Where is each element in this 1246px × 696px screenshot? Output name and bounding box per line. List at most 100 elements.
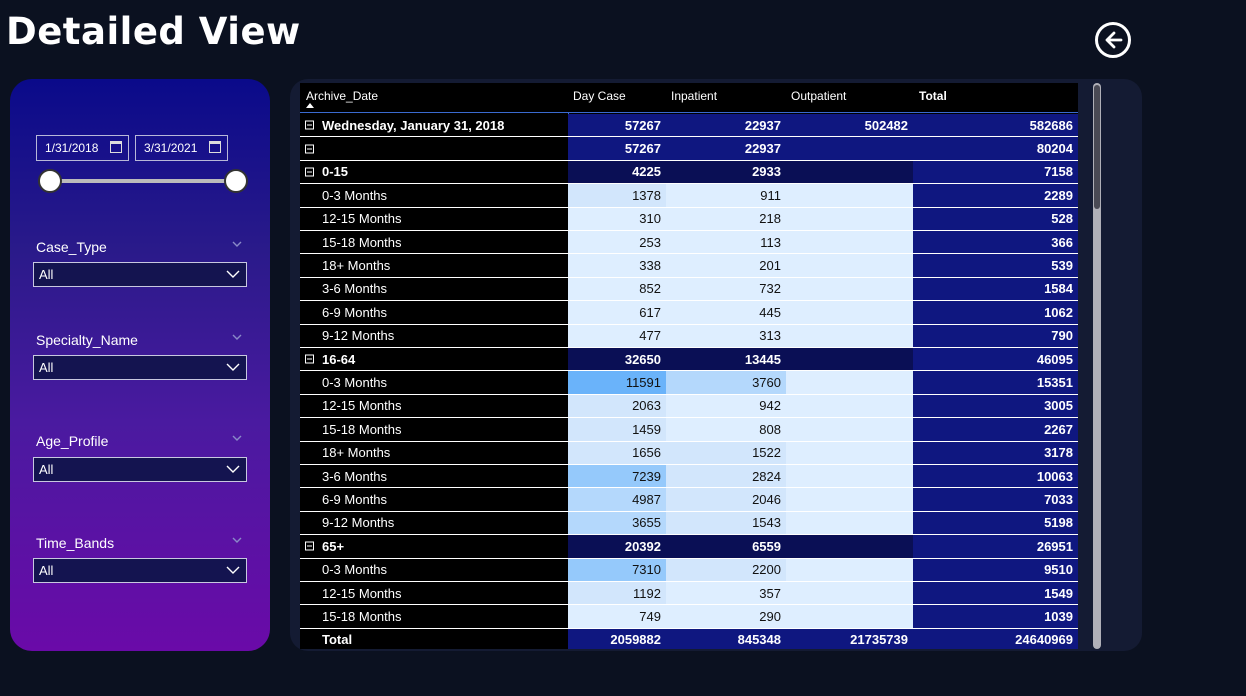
cell-in: 1522: [666, 441, 786, 464]
cell-out: [786, 535, 913, 558]
cell-day: 1378: [568, 184, 666, 207]
cell-day: 1656: [568, 441, 666, 464]
cell-total: 3178: [913, 441, 1078, 464]
specialty-name-value: All: [39, 360, 54, 375]
cell-in: 3760: [666, 371, 786, 394]
cell-day: 1192: [568, 582, 666, 605]
header-archive-date[interactable]: Archive_Date: [306, 89, 379, 103]
time-bands-dropdown[interactable]: All: [33, 558, 247, 583]
start-date-input[interactable]: 1/31/2018: [36, 135, 129, 161]
cell-total: 366: [913, 231, 1078, 254]
chevron-down-icon[interactable]: [232, 535, 242, 545]
end-date-input[interactable]: 3/31/2021: [135, 135, 228, 161]
cell-day: 253: [568, 231, 666, 254]
time-bands-value: All: [39, 563, 54, 578]
cell-total: 5198: [913, 511, 1078, 535]
table-row: 6-9 Months 617 445 1062: [300, 301, 1078, 325]
cell-out: [786, 511, 913, 535]
cell-out: 21735739: [786, 628, 913, 649]
row-label: 18+ Months: [322, 258, 391, 274]
cell-day: 57267: [568, 114, 666, 137]
cell-out: [786, 324, 913, 347]
row-label: 3-6 Months: [322, 281, 388, 297]
case-type-dropdown[interactable]: All: [33, 262, 247, 287]
collapse-icon[interactable]: [305, 144, 314, 154]
row-label: 18+ Months: [322, 445, 391, 461]
calendar-icon[interactable]: [110, 141, 122, 153]
cell-total: 1549: [913, 582, 1078, 605]
cell-total: 80204: [913, 137, 1078, 160]
row-label: 0-15: [322, 164, 349, 180]
row-label: 16-64: [322, 351, 356, 367]
cell-out: [786, 254, 913, 277]
specialty-name-dropdown[interactable]: All: [33, 355, 247, 380]
chevron-down-icon[interactable]: [232, 239, 242, 249]
row-label: 0-3 Months: [322, 375, 388, 391]
cell-out: [786, 301, 913, 324]
table-row: 15-18 Months 1459 808 2267: [300, 418, 1078, 442]
group-row: 16-64 32650 13445 46095: [300, 348, 1078, 372]
table-row: 9-12 Months 3655 1543 5198: [300, 511, 1078, 536]
collapse-icon[interactable]: [305, 541, 314, 551]
cell-out: [786, 137, 913, 160]
table-row: 12-15 Months 2063 942 3005: [300, 394, 1078, 419]
scrollbar-thumb[interactable]: [1094, 85, 1100, 209]
header-inpatient[interactable]: Inpatient: [671, 89, 718, 103]
specialty-name-label: Specialty_Name: [36, 332, 138, 348]
collapse-icon[interactable]: [305, 354, 314, 364]
header-outpatient[interactable]: Outpatient: [791, 89, 847, 103]
matrix-visual: Archive_Date Day Case Inpatient Outpatie…: [290, 79, 1142, 651]
date-slider-end-handle[interactable]: [224, 169, 248, 193]
date-slider-start-handle[interactable]: [38, 169, 62, 193]
age-profile-dropdown[interactable]: All: [33, 457, 247, 482]
row-label: 15-18 Months: [322, 421, 402, 437]
cell-day: 617: [568, 301, 666, 324]
cell-in: 732: [666, 277, 786, 301]
cell-out: [786, 558, 913, 581]
cell-out: [786, 277, 913, 301]
cell-day: 7239: [568, 465, 666, 488]
age-profile-value: All: [39, 462, 54, 477]
page-title: Detailed View: [6, 10, 301, 53]
case-type-label: Case_Type: [36, 239, 107, 255]
chevron-down-icon: [226, 566, 240, 574]
cell-total: 528: [913, 207, 1078, 230]
sort-ascending-icon[interactable]: [306, 103, 314, 108]
cell-total: 790: [913, 324, 1078, 347]
cell-day: 2059882: [568, 628, 666, 649]
cell-in: 22937: [666, 137, 786, 160]
table-row: 3-6 Months 7239 2824 10063: [300, 465, 1078, 489]
cell-in: 942: [666, 394, 786, 418]
date-range-slider-track[interactable]: [50, 179, 236, 183]
filter-panel: 1/31/2018 3/31/2021 Case_Type All Specia…: [10, 79, 270, 651]
cell-total: 1039: [913, 605, 1078, 628]
cell-out: [786, 160, 913, 184]
arrow-left-icon: [1105, 31, 1123, 49]
total-row: Total 2059882 845348 21735739 24640969: [300, 628, 1078, 649]
cell-in: 1543: [666, 511, 786, 535]
chevron-down-icon[interactable]: [232, 332, 242, 342]
cell-total: 7033: [913, 488, 1078, 511]
age-profile-label: Age_Profile: [36, 433, 109, 449]
collapse-icon[interactable]: [305, 120, 314, 130]
cell-out: [786, 184, 913, 207]
cell-total: 2289: [913, 184, 1078, 207]
chevron-down-icon[interactable]: [232, 433, 242, 443]
table-row: 18+ Months 1656 1522 3178: [300, 441, 1078, 465]
cell-day: 852: [568, 277, 666, 301]
cell-in: 13445: [666, 348, 786, 371]
collapse-icon[interactable]: [305, 167, 314, 177]
cell-day: 57267: [568, 137, 666, 160]
row-label: 9-12 Months: [322, 328, 395, 344]
time-bands-label: Time_Bands: [36, 535, 115, 551]
header-day-case[interactable]: Day Case: [573, 89, 626, 103]
cell-in: 113: [666, 231, 786, 254]
table-row: 12-15 Months 310 218 528: [300, 207, 1078, 231]
table-row: 15-18 Months 253 113 366: [300, 231, 1078, 255]
vertical-scrollbar[interactable]: [1093, 83, 1101, 649]
header-total[interactable]: Total: [919, 89, 947, 103]
calendar-icon[interactable]: [209, 141, 221, 153]
back-button[interactable]: [1095, 22, 1131, 58]
cell-day: 2063: [568, 394, 666, 418]
cell-in: 2200: [666, 558, 786, 581]
